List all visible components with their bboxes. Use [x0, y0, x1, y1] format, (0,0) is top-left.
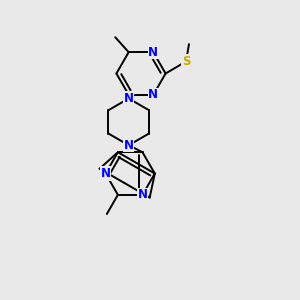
Text: N: N	[124, 92, 134, 105]
Text: N: N	[148, 46, 158, 59]
Text: N: N	[148, 88, 158, 101]
Text: N: N	[100, 167, 111, 180]
Text: N: N	[124, 139, 134, 152]
Text: S: S	[182, 55, 190, 68]
Text: N: N	[137, 188, 148, 201]
